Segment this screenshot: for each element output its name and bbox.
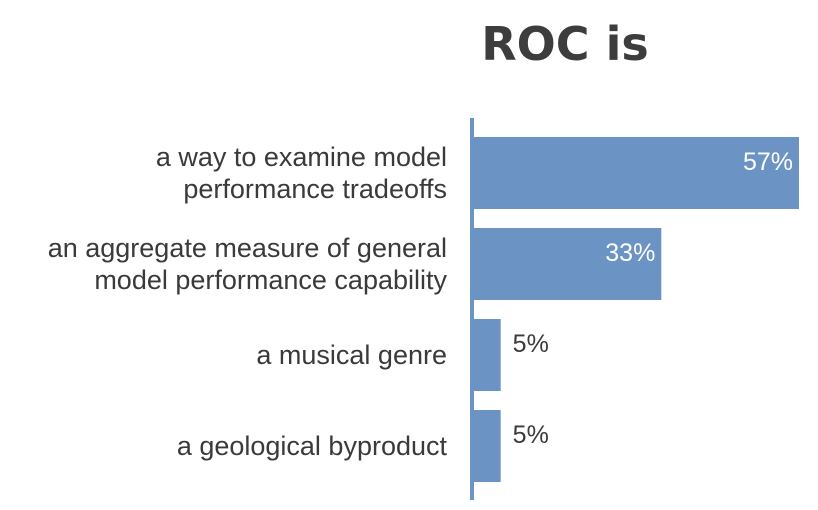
category-label-3-line-0: a geological byproduct [177,431,448,461]
value-label-1: 33% [605,239,655,267]
value-label-2: 5% [513,330,549,358]
value-label-0: 57% [743,148,793,176]
bar-3 [472,410,501,482]
category-label-1-line-1: model performance capability [94,265,447,295]
bar-1 [472,228,662,300]
value-label-3: 5% [513,421,549,449]
bar-0 [472,137,799,209]
value-labels-group: 57% 33% 5% 5% [513,148,793,449]
category-label-0-line-1: performance tradeoffs [183,174,447,204]
bar-2 [472,319,501,391]
category-label-1-line-0: an aggregate measure of general [48,233,447,263]
chart-title: ROC is [481,17,648,71]
category-label-2-line-0: a musical genre [256,340,447,370]
category-label-0-line-0: a way to examine model [156,142,447,172]
bars-group [472,137,799,482]
